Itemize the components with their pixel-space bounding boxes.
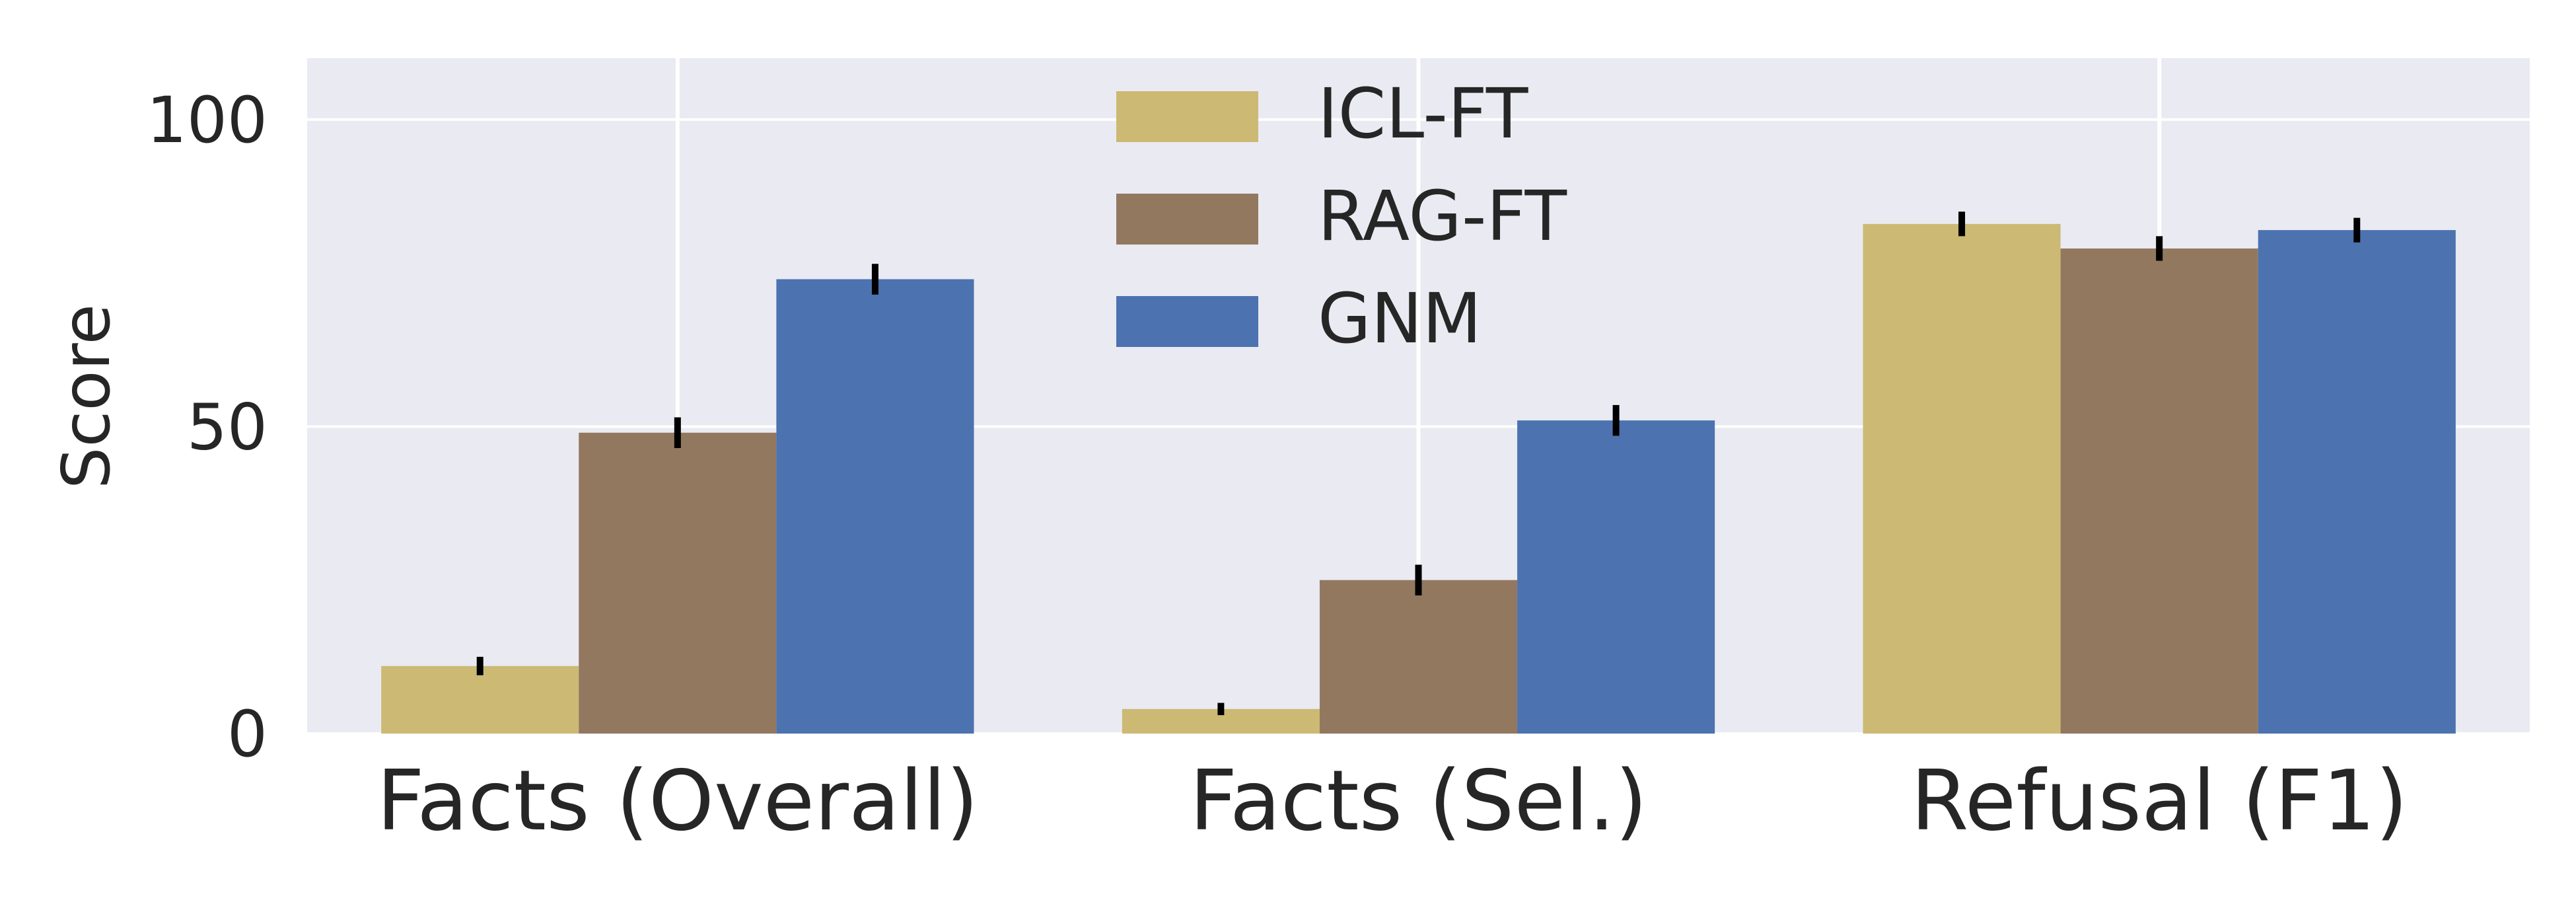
- bar-rag-ft-1: [1319, 580, 1518, 734]
- legend-label-rag-ft: RAG-FT: [1318, 176, 1567, 256]
- y-tick-label-0: 0: [227, 697, 268, 771]
- x-axis-ticks: Facts (Overall) Facts (Sel.) Refusal (F1): [376, 752, 2408, 849]
- x-tick-label-2: Refusal (F1): [1911, 752, 2408, 849]
- bar-icl-ft-0: [381, 665, 579, 734]
- legend: ICL-FT RAG-FT GNM: [1116, 73, 1567, 359]
- bars: [381, 223, 2456, 734]
- bar-icl-ft-2: [1863, 223, 2061, 734]
- legend-swatch-rag-ft: [1116, 194, 1258, 245]
- error-bars: [476, 211, 2361, 716]
- legend-swatch-icl-ft: [1116, 91, 1258, 142]
- y-tick-label-1: 50: [187, 390, 268, 464]
- y-tick-label-2: 100: [147, 83, 268, 157]
- legend-swatch-gnm: [1116, 296, 1258, 347]
- legend-label-icl-ft: ICL-FT: [1318, 73, 1528, 154]
- bar-gnm-1: [1517, 420, 1715, 734]
- legend-label-gnm: GNM: [1318, 278, 1482, 359]
- bar-gnm-2: [2258, 230, 2456, 734]
- x-tick-label-0: Facts (Overall): [376, 752, 978, 849]
- y-axis-label: Score: [48, 304, 125, 489]
- bar-rag-ft-2: [2060, 248, 2258, 734]
- bar-gnm-0: [776, 279, 974, 734]
- x-tick-label-1: Facts (Sel.): [1190, 752, 1647, 849]
- y-axis-ticks: 0 50 100: [147, 83, 268, 771]
- bar-rag-ft-0: [579, 432, 777, 734]
